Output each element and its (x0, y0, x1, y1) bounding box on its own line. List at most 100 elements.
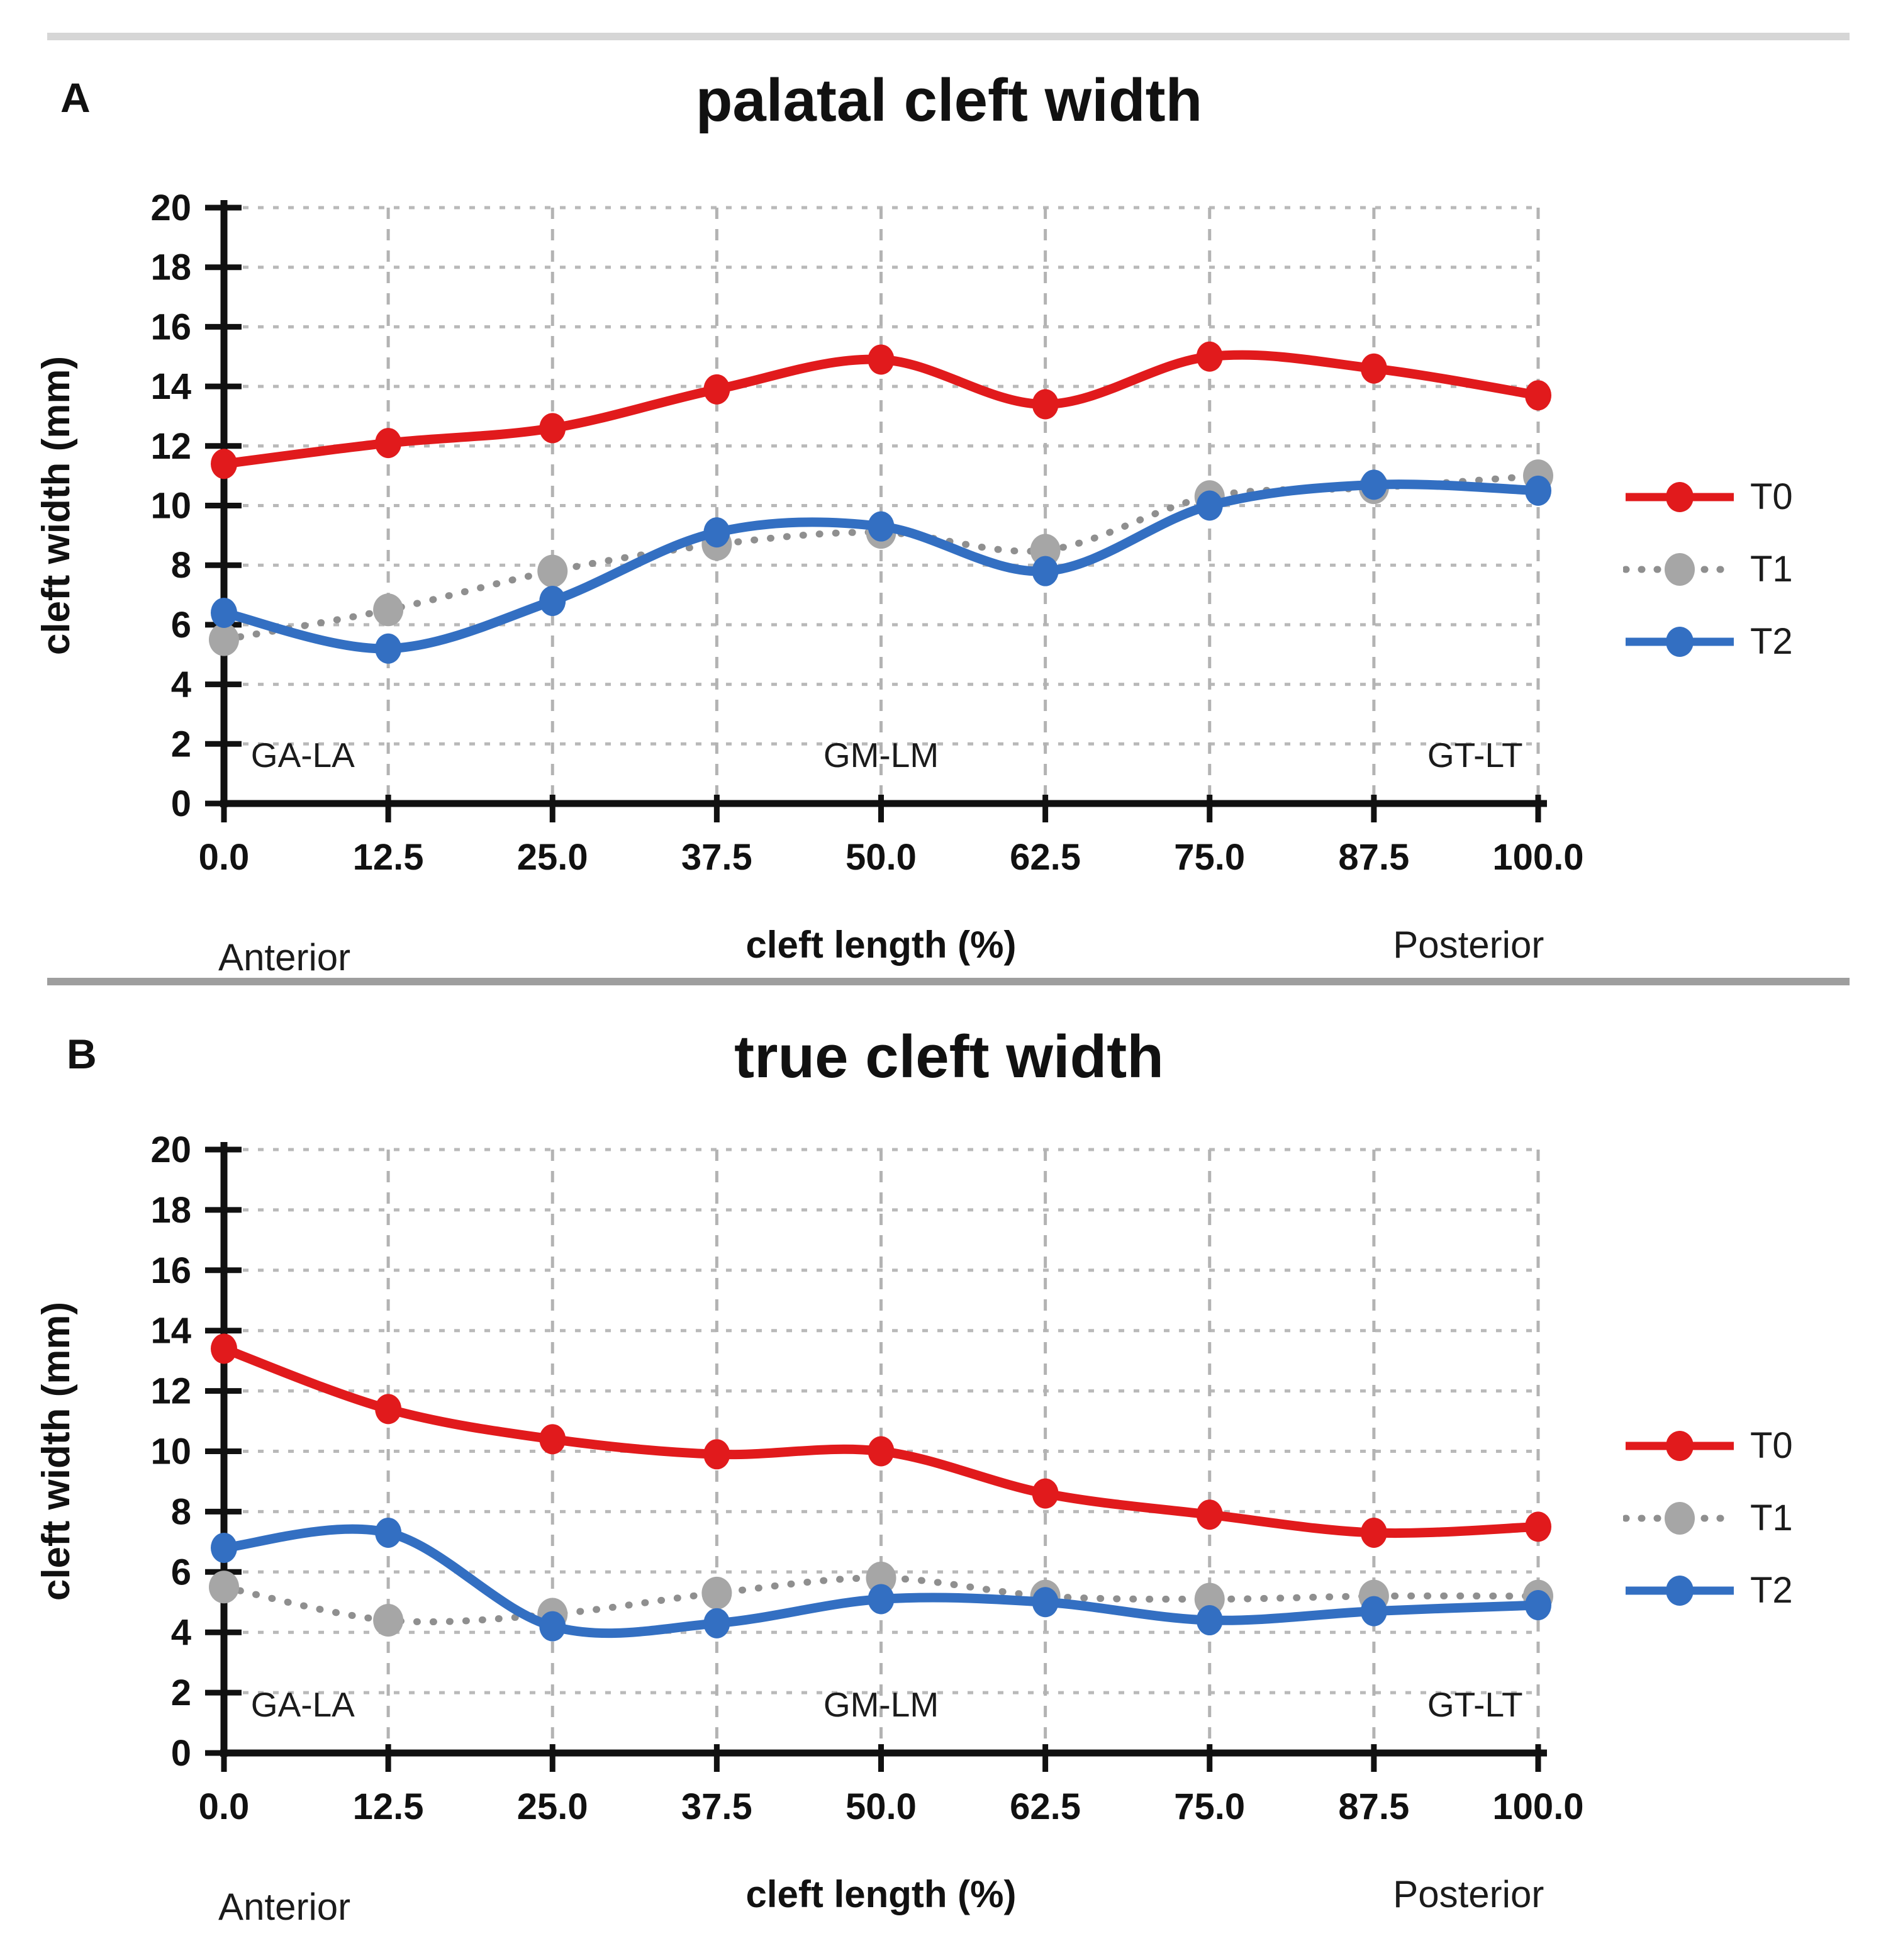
series-T2 (211, 469, 1551, 664)
legend-label: T1 (1750, 1498, 1793, 1538)
region-label: GT-LT (1427, 736, 1523, 775)
data-point-T1 (209, 1571, 239, 1604)
x-tick-label: 37.5 (681, 1786, 752, 1827)
data-point-T2 (375, 633, 402, 664)
data-point-T2 (1196, 490, 1223, 521)
region-label: GT-LT (1427, 1685, 1523, 1724)
x-tick-label: 50.0 (846, 1786, 917, 1827)
data-point-T1 (866, 1561, 896, 1594)
data-point-T2 (1525, 475, 1551, 506)
anterior-caption: Anterior (218, 1886, 350, 1928)
legend-item-t1-b: T1 (1623, 1496, 1793, 1540)
x-axis-title: cleft length (%) (746, 924, 1017, 966)
axes (205, 200, 1547, 822)
panel-a-letter: A (60, 74, 91, 121)
legend-item-t0-a: T0 (1623, 475, 1793, 519)
panel-divider (47, 978, 1850, 985)
panel-a-title: palatal cleft width (695, 67, 1203, 134)
x-tick-label: 0.0 (199, 1786, 250, 1827)
region-label: GM-LM (823, 736, 939, 775)
series-T2 (211, 1517, 1551, 1642)
data-point-T2 (868, 1584, 895, 1615)
legend-item-t2-a: T2 (1623, 620, 1793, 664)
data-point-T1 (209, 623, 239, 656)
data-point-T0 (868, 344, 895, 375)
legend-swatch-t0-icon (1626, 482, 1734, 512)
y-tick-label: 0 (171, 1733, 191, 1774)
data-point-T1 (537, 554, 568, 588)
data-point-T1 (373, 1604, 404, 1637)
data-point-T0 (1525, 380, 1551, 411)
y-tick-label: 2 (171, 1672, 191, 1713)
x-tick-label: 75.0 (1174, 837, 1245, 878)
data-point-T2 (1032, 556, 1059, 586)
legend-label: T2 (1750, 621, 1793, 662)
y-tick-label: 14 (150, 366, 191, 407)
y-tick-label: 4 (171, 1612, 191, 1653)
data-point-T2 (1360, 1596, 1387, 1627)
y-tick-label: 8 (171, 545, 191, 586)
data-point-T0 (1525, 1511, 1551, 1542)
x-axis-title: cleft length (%) (746, 1873, 1017, 1915)
legend-swatch-t1-icon (1623, 1502, 1736, 1535)
y-tick-label: 20 (150, 1129, 191, 1170)
x-tick-label: 100.0 (1492, 837, 1583, 878)
x-tick-label: 25.0 (517, 1786, 588, 1827)
x-tick-label: 12.5 (353, 1786, 424, 1827)
data-point-T0 (375, 1394, 402, 1425)
data-point-T0 (868, 1436, 895, 1467)
anterior-caption: Anterior (218, 936, 350, 978)
data-point-T0 (703, 1439, 730, 1470)
legend-item-t0-b: T0 (1623, 1424, 1793, 1468)
y-tick-label: 14 (150, 1311, 191, 1352)
y-tick-label: 18 (150, 247, 191, 288)
y-tick-label: 4 (171, 664, 191, 705)
posterior-caption: Posterior (1393, 924, 1544, 966)
y-tick-label: 12 (150, 426, 191, 467)
data-point-T2 (375, 1517, 402, 1548)
legend-label: T0 (1750, 476, 1793, 517)
data-point-T1 (701, 1576, 732, 1610)
x-tick-label: 25.0 (517, 837, 588, 878)
data-point-T2 (211, 597, 237, 628)
x-tick-label: 87.5 (1338, 837, 1409, 878)
y-tick-label: 2 (171, 724, 191, 764)
y-tick-label: 0 (171, 783, 191, 824)
data-point-T0 (211, 449, 237, 479)
legend-swatch-t1-icon (1623, 553, 1736, 586)
panel-b-letter: B (67, 1031, 97, 1077)
series-T0 (211, 341, 1551, 479)
h-gridlines (228, 1148, 1538, 1694)
y-tick-label: 8 (171, 1491, 191, 1532)
x-tick-label: 50.0 (846, 837, 917, 878)
data-point-T1 (1194, 1582, 1225, 1616)
y-tick-label: 16 (150, 1250, 191, 1291)
legend-label: T0 (1750, 1425, 1793, 1466)
data-point-T0 (1196, 341, 1223, 372)
data-point-T2 (1196, 1605, 1223, 1636)
y-tick-label: 10 (150, 1431, 191, 1472)
y-tick-label: 18 (150, 1190, 191, 1231)
x-tick-label: 12.5 (353, 837, 424, 878)
legend-swatch-t2-icon (1626, 1576, 1734, 1606)
legend-swatch-t0-icon (1626, 1431, 1734, 1461)
data-point-T0 (1032, 389, 1059, 420)
x-tick-label: 100.0 (1492, 1786, 1583, 1827)
y-tick-label: 16 (150, 306, 191, 347)
region-label: GA-LA (251, 736, 355, 775)
legend-item-t1-a: T1 (1623, 547, 1793, 591)
y-tick-label: 6 (171, 1552, 191, 1593)
data-point-T0 (539, 413, 566, 444)
data-point-T0 (1196, 1499, 1223, 1530)
legend-item-t2-b: T2 (1623, 1569, 1793, 1613)
panel-b-plot: 0 2 4 6 8 10 12 14 16 18 20 0.0 12.5 25.0 37.5 50.0 62.5… (35, 1129, 1584, 1928)
x-tick-label: 62.5 (1010, 1786, 1081, 1827)
data-point-T1 (373, 593, 404, 627)
y-tick-label: 12 (150, 1371, 191, 1412)
series-T0 (211, 1333, 1551, 1548)
data-point-T2 (703, 517, 730, 548)
data-point-T0 (211, 1333, 237, 1364)
data-point-T2 (539, 586, 566, 617)
